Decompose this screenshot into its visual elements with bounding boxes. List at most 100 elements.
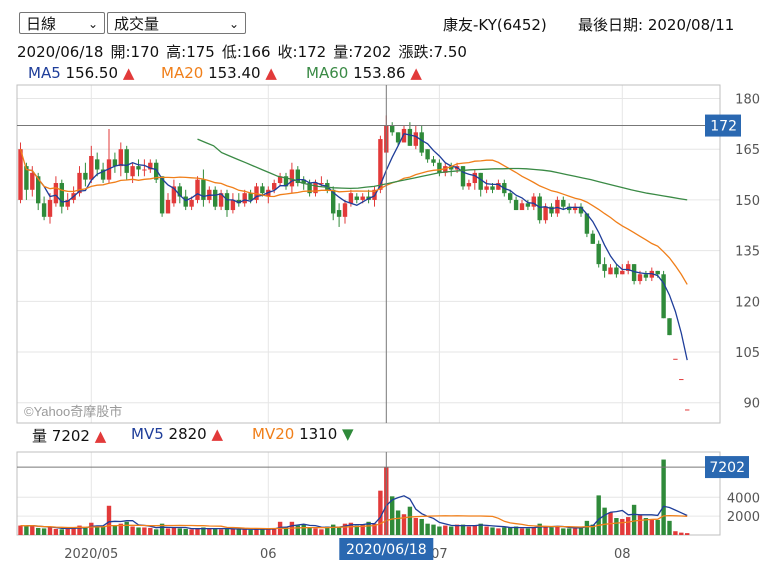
volume-bar bbox=[331, 524, 336, 535]
volume-bar bbox=[354, 525, 359, 535]
candle-body bbox=[655, 270, 660, 275]
volume-bar bbox=[466, 526, 472, 535]
mv5-value: 2820 bbox=[168, 425, 207, 443]
volume-bar bbox=[283, 527, 289, 535]
volume-bar bbox=[348, 522, 354, 535]
x-tick-label: 08 bbox=[614, 547, 631, 562]
info-close: 收:172 bbox=[277, 43, 327, 61]
volume-bar bbox=[36, 527, 41, 535]
candle-body bbox=[425, 149, 430, 160]
price-panel-border bbox=[16, 84, 721, 424]
volume-bar bbox=[508, 527, 513, 535]
info-change: 漲跌:7.50 bbox=[398, 43, 467, 61]
candle-body bbox=[89, 155, 94, 180]
volume-bar bbox=[490, 527, 495, 535]
candle-body bbox=[626, 264, 631, 271]
crosshair-price-tag: 172 bbox=[710, 119, 737, 135]
crosshair-price-tag-bg bbox=[705, 114, 741, 137]
volume-bar bbox=[254, 528, 259, 535]
volume-bar bbox=[472, 525, 477, 535]
volume-bar bbox=[260, 528, 265, 535]
volume-bar bbox=[419, 518, 424, 535]
x-tick-label: 06 bbox=[260, 547, 277, 562]
volume-bar bbox=[189, 529, 194, 535]
candle-body bbox=[679, 379, 684, 381]
info-open: 開:170 bbox=[110, 43, 160, 61]
candle-body bbox=[378, 139, 383, 190]
volume-bar bbox=[24, 526, 29, 535]
period-select[interactable]: 日線 ⌄ bbox=[19, 12, 105, 34]
ma5-line bbox=[26, 132, 688, 361]
volume-bar bbox=[53, 528, 59, 535]
chevron-down-icon: ⌄ bbox=[87, 17, 98, 31]
ma60-arrow: ▲ bbox=[410, 64, 422, 82]
candle-body bbox=[401, 128, 407, 143]
volume-bar bbox=[71, 527, 76, 535]
candle-body bbox=[572, 206, 578, 211]
volume-bar bbox=[655, 519, 660, 535]
volume-bar bbox=[183, 528, 188, 535]
candle-body bbox=[531, 196, 536, 207]
indicator-select[interactable]: 成交量 ⌄ bbox=[107, 12, 246, 34]
volume-bar bbox=[207, 528, 212, 535]
volume-bar bbox=[679, 532, 684, 535]
candle-body bbox=[513, 199, 519, 211]
candle-body bbox=[236, 199, 241, 204]
candlesticks bbox=[18, 115, 690, 411]
crosshair-volume-tag: 7202 bbox=[709, 460, 745, 476]
volume-bar bbox=[543, 526, 548, 535]
volume-bar bbox=[667, 520, 672, 535]
info-date: 2020/06/18 bbox=[17, 43, 104, 61]
volume-bar bbox=[165, 528, 171, 535]
candle-body bbox=[248, 193, 253, 200]
candle-body bbox=[289, 169, 295, 187]
candle-body bbox=[213, 189, 218, 207]
candle-body bbox=[142, 169, 147, 171]
candle-body bbox=[490, 186, 495, 190]
candle-body bbox=[561, 199, 566, 207]
candle-body bbox=[242, 193, 247, 204]
volume-bar bbox=[106, 505, 112, 535]
candle-body bbox=[419, 132, 424, 153]
mv20-arrow: ▼ bbox=[342, 425, 354, 443]
candle-body bbox=[685, 409, 690, 411]
ma5-arrow: ▲ bbox=[122, 64, 135, 82]
candle-body bbox=[525, 203, 531, 207]
candle-body bbox=[584, 213, 590, 234]
ma60-legend: MA60 153.86 ▲ bbox=[306, 64, 422, 82]
candle-body bbox=[272, 183, 277, 190]
candle-body bbox=[130, 166, 135, 177]
volume-bar bbox=[567, 528, 572, 535]
candle-body bbox=[395, 132, 401, 143]
candle-body bbox=[390, 125, 395, 133]
volume-bar bbox=[649, 518, 654, 535]
candle-body bbox=[313, 183, 318, 194]
candle-body bbox=[537, 196, 542, 221]
candle-body bbox=[637, 274, 643, 282]
volume-bar bbox=[372, 523, 377, 535]
candle-body bbox=[189, 199, 194, 207]
x-tick-label: 07 bbox=[431, 547, 448, 562]
candle-body bbox=[30, 172, 35, 190]
candle-body bbox=[36, 176, 41, 204]
volume-bar bbox=[413, 518, 418, 535]
indicator-select-value: 成交量 bbox=[114, 15, 160, 33]
volume-bar bbox=[673, 531, 678, 535]
volume-bar bbox=[602, 507, 607, 535]
volume-bar bbox=[378, 490, 383, 535]
volume-bar bbox=[484, 526, 489, 535]
volume-bars bbox=[18, 459, 690, 535]
volume-bar bbox=[100, 526, 106, 535]
ma20-arrow: ▲ bbox=[265, 64, 277, 82]
volume-bar bbox=[390, 496, 395, 535]
volume-bar bbox=[549, 527, 554, 535]
volume-bar bbox=[336, 526, 342, 535]
candle-body bbox=[283, 176, 289, 187]
price-tick-label: 150 bbox=[735, 194, 760, 209]
volume-bar bbox=[685, 533, 690, 535]
volume-bar bbox=[590, 524, 595, 535]
watermark: ©Yahoo奇摩股市 bbox=[24, 404, 122, 419]
info-volume: 量:7202 bbox=[333, 43, 392, 61]
candle-body bbox=[201, 179, 206, 200]
